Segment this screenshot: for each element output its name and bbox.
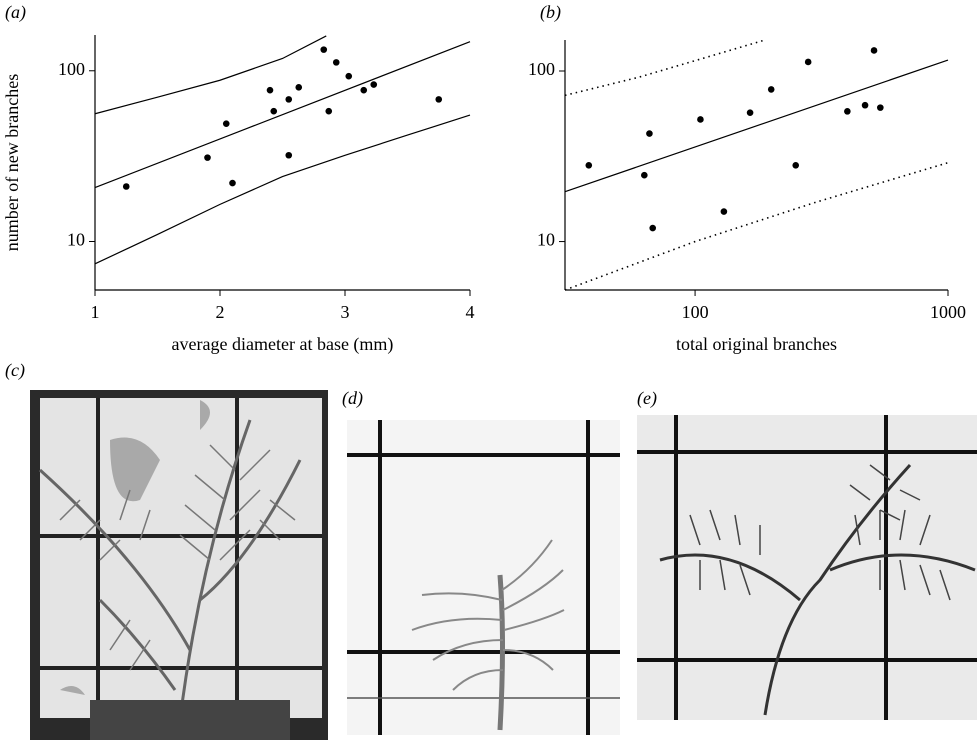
data-point: [805, 59, 812, 66]
data-point: [229, 180, 236, 187]
x-tick-label: 4: [466, 302, 475, 322]
data-point: [721, 208, 728, 215]
data-point: [862, 102, 869, 109]
data-point: [844, 108, 851, 115]
data-point: [320, 46, 327, 53]
photo-e: [637, 415, 977, 720]
panel-label: (a): [5, 2, 26, 23]
data-point: [435, 96, 442, 103]
data-point: [295, 84, 302, 91]
data-point: [646, 130, 653, 137]
data-point: [223, 120, 230, 127]
data-point: [285, 96, 292, 103]
x-tick-label: 2: [216, 302, 225, 322]
y-tick-label: 10: [537, 230, 555, 250]
data-point: [333, 59, 340, 66]
panel-label: (e): [637, 388, 657, 409]
data-point: [204, 154, 211, 161]
fit-line: [565, 60, 948, 192]
data-point: [697, 116, 704, 123]
data-point: [585, 162, 592, 169]
fit-line: [95, 36, 326, 114]
x-axis-label: total original branches: [676, 334, 837, 354]
data-point: [792, 162, 799, 169]
panel-label: (c): [5, 360, 25, 381]
data-point: [370, 81, 377, 88]
fit-line: [565, 163, 948, 290]
data-point: [641, 172, 648, 179]
data-point: [871, 47, 878, 54]
panel-label: (b): [540, 2, 561, 23]
fit-line: [95, 115, 470, 264]
data-point: [345, 73, 352, 80]
x-tick-label: 3: [341, 302, 350, 322]
data-point: [649, 225, 656, 232]
y-tick-label: 100: [528, 59, 555, 79]
x-tick-label: 100: [682, 302, 709, 322]
y-axis-label: number of new branches: [2, 74, 22, 251]
fit-line: [565, 40, 765, 95]
data-point: [360, 87, 367, 94]
x-tick-label: 1: [91, 302, 100, 322]
x-axis-label: average diameter at base (mm): [172, 334, 394, 355]
data-point: [285, 152, 292, 159]
data-point: [877, 104, 884, 111]
data-point: [325, 108, 332, 115]
data-point: [123, 183, 130, 190]
photo-d: [347, 420, 620, 735]
data-point: [270, 108, 277, 115]
y-tick-label: 100: [58, 59, 85, 79]
fit-line: [95, 42, 470, 188]
data-point: [267, 87, 274, 94]
photo-c: [30, 390, 328, 740]
x-tick-label: 1000: [930, 302, 966, 322]
y-tick-label: 10: [67, 230, 85, 250]
panel-label: (d): [342, 388, 363, 409]
figure: (c) (d) (e) 10 100 1 2 3 4 average diameter at…: [0, 0, 977, 742]
data-point: [747, 109, 754, 116]
data-point: [768, 86, 775, 93]
